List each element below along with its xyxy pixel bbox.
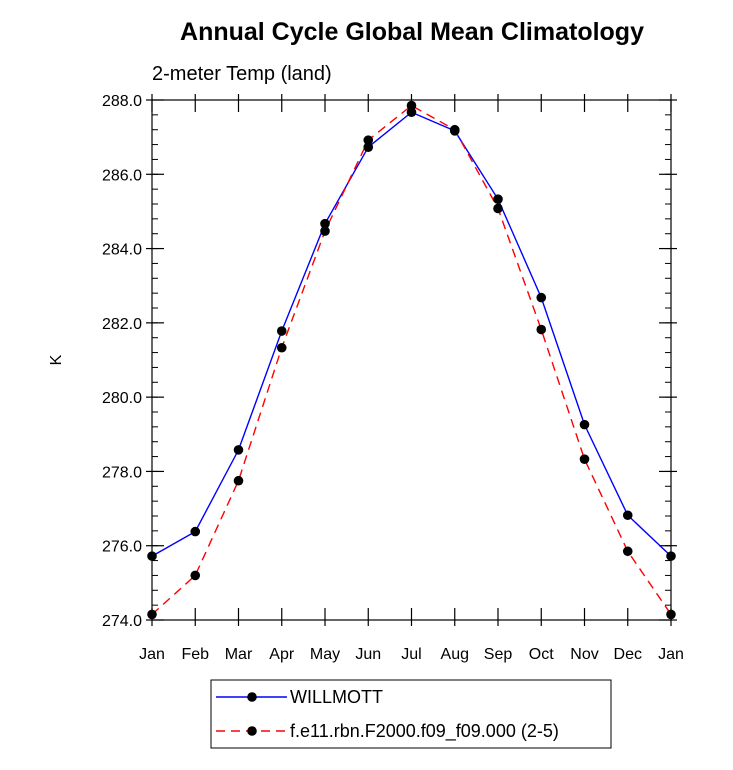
data-point-series-1 <box>579 454 590 464</box>
plot-frame <box>151 99 672 621</box>
data-point-series-1 <box>320 226 330 236</box>
y-tick-label: 288.0 <box>102 93 142 110</box>
data-point-series-1 <box>536 324 547 335</box>
data-point-series-0 <box>579 419 590 430</box>
x-tick-label: Nov <box>570 646 598 663</box>
x-tick-label: Oct <box>529 646 554 663</box>
legend-item-willmott: WILLMOTT <box>216 687 383 707</box>
y-tick-label: 280.0 <box>102 390 142 407</box>
legend-label-willmott: WILLMOTT <box>290 687 383 707</box>
data-point-series-0 <box>276 326 287 336</box>
data-point-series-0 <box>233 445 244 455</box>
data-point-series-0 <box>320 218 330 229</box>
y-tick-label: 278.0 <box>102 464 142 481</box>
x-tick-label: Mar <box>225 646 253 663</box>
y-tick-label: 286.0 <box>102 167 142 184</box>
data-point-series-1 <box>449 124 460 135</box>
data-point-series-0 <box>406 107 417 118</box>
legend-item-model: f.e11.rbn.F2000.f09_f09.000 (2-5) <box>216 721 559 742</box>
data-point-series-0 <box>493 194 503 204</box>
x-tick-label: Jan <box>139 646 165 663</box>
data-point-series-0 <box>363 142 374 152</box>
chart-title: Annual Cycle Global Mean Climatology <box>180 18 644 46</box>
data-point-series-1 <box>190 570 201 581</box>
series-line-0 <box>151 111 672 557</box>
data-point-series-0 <box>622 510 633 521</box>
x-tick-label: Jan <box>658 646 684 663</box>
legend-box <box>210 679 612 749</box>
data-point-series-1 <box>276 342 287 353</box>
x-tick-label: Jul <box>401 646 421 663</box>
x-tick-label: Sep <box>484 646 513 663</box>
series-layer <box>147 100 676 620</box>
data-point-series-1 <box>493 203 503 214</box>
x-tick-label: Dec <box>614 646 642 663</box>
x-tick-label: Jun <box>355 646 381 663</box>
data-point-series-1 <box>622 546 633 557</box>
legend: WILLMOTT f.e11.rbn.F2000.f09_f09.000 (2-… <box>210 679 612 749</box>
x-tick-label: May <box>310 646 340 663</box>
data-point-series-1 <box>363 135 374 145</box>
legend-marker-model <box>247 726 257 736</box>
axis-ticks: 274.0 276.0 278.0 280.0 282.0 284.0 286.0 288.0… <box>102 93 684 663</box>
y-tick-label: 282.0 <box>102 316 142 333</box>
legend-marker-willmott <box>247 692 257 702</box>
data-point-series-1 <box>406 100 417 111</box>
data-point-series-0 <box>536 292 547 303</box>
y-tick-label: 276.0 <box>102 539 142 556</box>
x-tick-label: Apr <box>269 646 295 663</box>
y-tick-label: 284.0 <box>102 242 142 259</box>
chart-subtitle: 2-meter Temp (land) <box>152 63 332 85</box>
legend-label-model: f.e11.rbn.F2000.f09_f09.000 (2-5) <box>290 721 559 742</box>
y-tick-label: 274.0 <box>102 613 142 630</box>
x-tick-label: Aug <box>441 646 469 663</box>
data-point-series-0 <box>190 526 201 537</box>
data-point-series-1 <box>233 475 244 486</box>
y-axis-label: K <box>48 354 65 365</box>
x-tick-label: Feb <box>181 646 209 663</box>
series-line-1 <box>151 104 672 615</box>
